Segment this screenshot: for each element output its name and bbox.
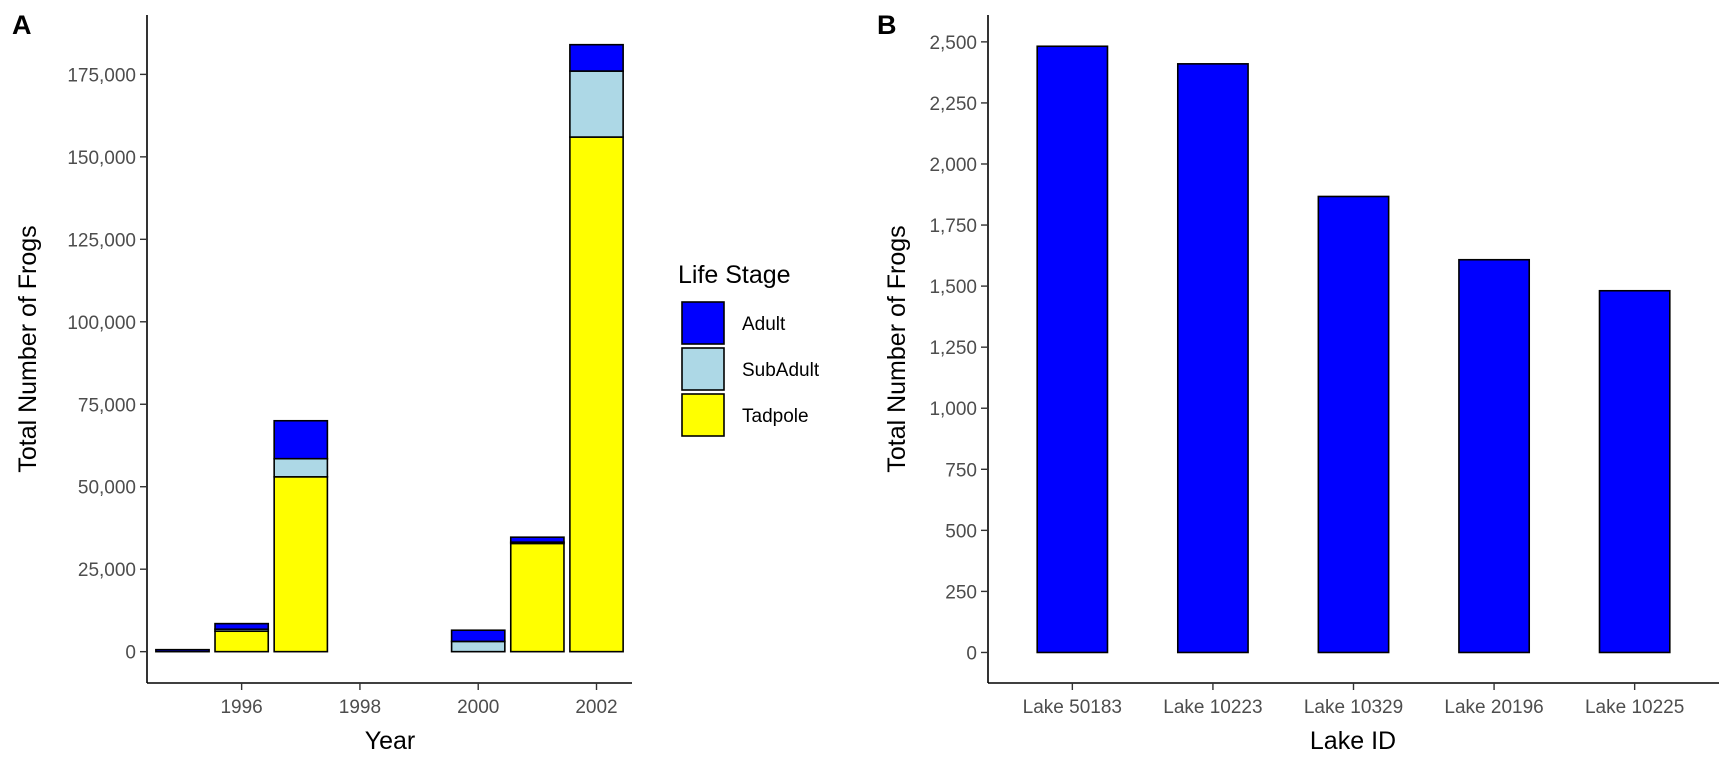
- legend-label-tadpole: Tadpole: [742, 406, 809, 427]
- y-tick-label: 75,000: [78, 395, 136, 416]
- y-tick-label: 150,000: [67, 148, 136, 169]
- panel-a-chart: A 0 25,000 50,000 75,000 100,000 125,000 150,0…: [12, 10, 820, 755]
- panel-b-chart: B 0 250 500 750 1,000 1,250 1,500 1,750 2,000 2,2…: [877, 10, 1719, 755]
- y-tick-label: 125,000: [67, 230, 136, 251]
- legend-label-subadult: SubAdult: [742, 360, 820, 381]
- x-tick-label: 2000: [457, 697, 499, 718]
- bar-1996-tadpole: [214, 630, 270, 653]
- bar-lake-50183: [1036, 45, 1109, 654]
- x-tick-label: Lake 10329: [1304, 697, 1403, 718]
- y-tick-label: 175,000: [67, 65, 136, 86]
- bar-2000-subadult: [450, 640, 506, 653]
- x-tick-label: Lake 10225: [1585, 697, 1684, 718]
- bar-2002-tadpole: [569, 136, 624, 653]
- y-tick-label: 1,750: [929, 216, 977, 237]
- bar-1996-adult: [214, 622, 270, 631]
- bar-1997-adult: [273, 419, 329, 460]
- panel-b-bars: [1036, 45, 1671, 654]
- panel-a-x-axis-title: Year: [365, 727, 416, 755]
- y-tick-label: 100,000: [67, 313, 136, 334]
- bar-lake-10329: [1317, 195, 1390, 654]
- y-tick-label: 0: [966, 643, 977, 664]
- y-tick-label: 1,250: [929, 338, 977, 359]
- legend-swatch-subadult: [681, 347, 725, 391]
- bar-2000-adult: [450, 629, 506, 643]
- bar-2001-adult: [509, 536, 565, 543]
- bar-lake-10225: [1598, 289, 1671, 654]
- y-tick-label: 2,000: [929, 155, 977, 176]
- panel-b-y-ticks: 0 250 500 750 1,000 1,250 1,500 1,750 2,000 2,250…: [929, 33, 988, 664]
- x-tick-label: Lake 50183: [1023, 697, 1122, 718]
- legend: Life Stage Adult SubAdult Tadpole: [678, 261, 820, 437]
- x-tick-label: 1996: [220, 697, 262, 718]
- panel-a-tag: A: [12, 10, 32, 40]
- bar-2002-adult: [569, 43, 624, 72]
- y-tick-label: 2,500: [929, 33, 977, 54]
- legend-label-adult: Adult: [742, 314, 786, 335]
- legend-swatch-tadpole: [681, 393, 725, 437]
- panel-a-y-axis-title: Total Number of Frogs: [14, 225, 42, 472]
- panel-a-y-ticks: 0 25,000 50,000 75,000 100,000 125,000 150,000…: [67, 65, 147, 664]
- y-tick-label: 2,250: [929, 94, 977, 115]
- y-tick-label: 750: [945, 460, 977, 481]
- panel-a-bars: [155, 43, 624, 653]
- bar-lake-10223: [1176, 63, 1249, 654]
- panel-b-y-axis-title: Total Number of Frogs: [883, 225, 911, 472]
- y-tick-label: 1,500: [929, 277, 977, 298]
- legend-title: Life Stage: [678, 261, 791, 289]
- y-tick-label: 25,000: [78, 560, 136, 581]
- bar-2001-tadpole: [509, 542, 565, 653]
- y-tick-label: 0: [125, 643, 136, 664]
- y-tick-label: 500: [945, 521, 977, 542]
- bar-1997-subadult: [273, 457, 329, 478]
- bar-1997-tadpole: [273, 476, 329, 653]
- panel-b-tag: B: [877, 10, 897, 40]
- y-tick-label: 250: [945, 582, 977, 603]
- x-tick-label: 2002: [575, 697, 617, 718]
- x-tick-label: Lake 20196: [1444, 697, 1543, 718]
- bar-2002-subadult: [569, 70, 624, 138]
- x-tick-label: Lake 10223: [1163, 697, 1262, 718]
- legend-swatch-adult: [681, 301, 725, 345]
- y-tick-label: 1,000: [929, 399, 977, 420]
- panel-b-x-axis-title: Lake ID: [1310, 727, 1396, 755]
- panel-a-x-ticks: 1996 1998 2000 2002: [220, 683, 618, 718]
- y-tick-label: 50,000: [78, 478, 136, 499]
- bar-1995-adult: [155, 648, 210, 653]
- bar-lake-20196: [1458, 258, 1531, 654]
- x-tick-label: 1998: [339, 697, 381, 718]
- panel-b-x-ticks: Lake 50183 Lake 10223 Lake 10329 Lake 20196…: [1023, 683, 1684, 718]
